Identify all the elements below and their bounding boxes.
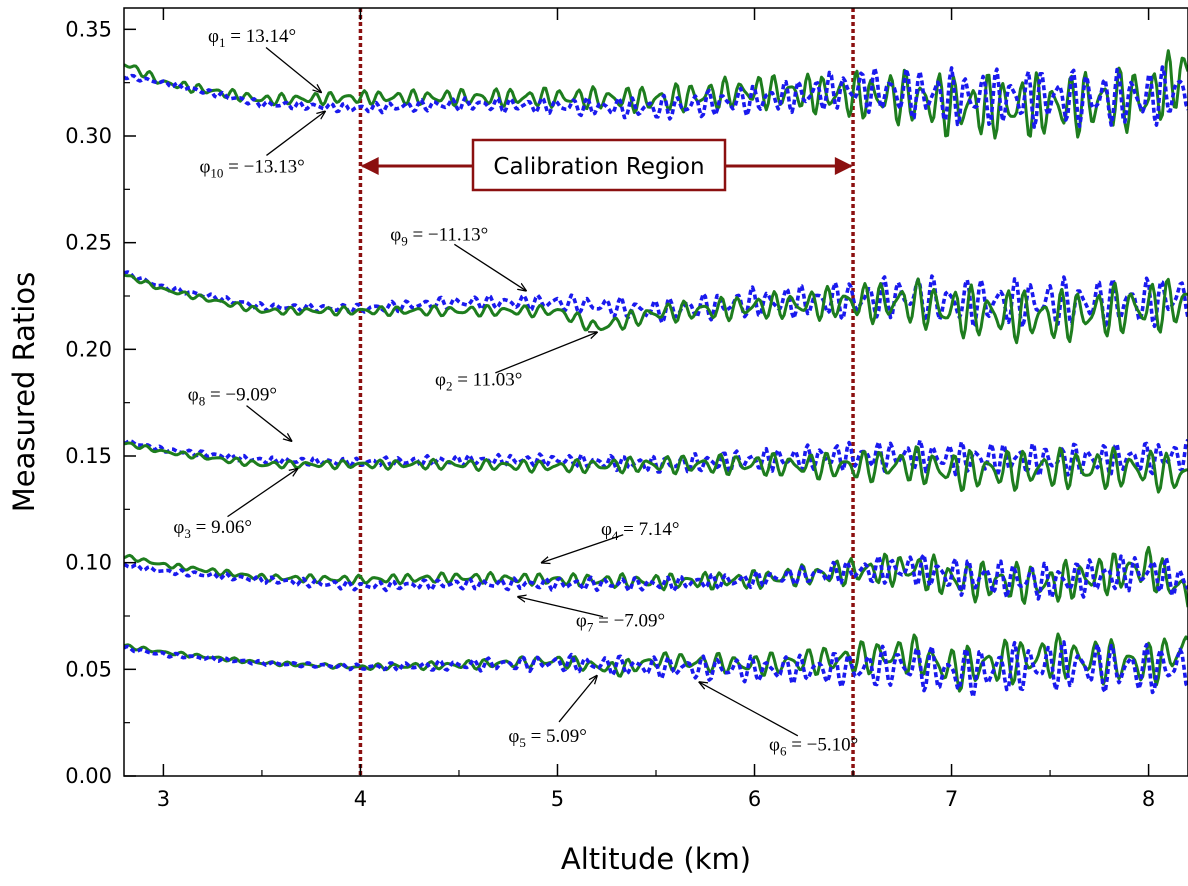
x-tick-label: 3 bbox=[157, 787, 170, 811]
annotation-label: φ2 = 11.03° bbox=[435, 370, 522, 394]
series-line-8 bbox=[124, 552, 1188, 601]
annotation-phi-4: φ4 = 7.14° bbox=[542, 519, 680, 563]
annotation-phi-1: φ1 = 13.14° bbox=[208, 26, 321, 92]
calibration-region-label: Calibration Region bbox=[471, 138, 727, 192]
annotation-arrow bbox=[542, 534, 624, 563]
series-line-2 bbox=[124, 65, 1188, 129]
annotation-phi-8: φ8 = −9.09° bbox=[188, 385, 292, 442]
annotation-arrow bbox=[495, 332, 597, 374]
annotations: φ1 = 13.14° φ10 = −13.13° φ9 = −11.13° φ2 =… bbox=[173, 26, 858, 758]
annotation-label: φ3 = 9.06° bbox=[173, 517, 252, 541]
annotation-phi-10: φ10 = −13.13° bbox=[199, 111, 325, 180]
annotation-phi-6: φ6 = −5.10° bbox=[699, 682, 858, 758]
annotation-arrow bbox=[227, 469, 298, 518]
annotation-arrow bbox=[699, 682, 799, 737]
annotation-label: φ5 = 5.09° bbox=[508, 726, 587, 750]
calibration-label-box bbox=[471, 138, 727, 192]
series-line-9 bbox=[124, 632, 1188, 693]
y-tick-label: 0.10 bbox=[65, 551, 112, 575]
annotation-arrow bbox=[265, 46, 321, 92]
series-layer bbox=[124, 49, 1188, 699]
axis-ticks: 3 4 5 6 7 8 0.00 0.05 0.10 0.15 0.20 0.25 0.30 0.35 bbox=[65, 8, 1155, 811]
x-tick-label: 8 bbox=[1142, 787, 1155, 811]
annotation-label: φ4 = 7.14° bbox=[601, 519, 680, 543]
annotation-arrow bbox=[518, 597, 604, 618]
annotation-label: φ6 = −5.10° bbox=[769, 734, 858, 758]
series-line-1 bbox=[124, 49, 1188, 140]
series-line-6 bbox=[124, 441, 1188, 494]
annotation-arrow bbox=[454, 243, 526, 290]
calibration-label-text: Calibration Region bbox=[493, 154, 704, 180]
annotation-arrow bbox=[558, 676, 597, 723]
annotation-phi-5: φ5 = 5.09° bbox=[508, 676, 597, 750]
series-line-4 bbox=[124, 273, 1188, 345]
y-tick-label: 0.25 bbox=[65, 231, 112, 255]
series-line-10 bbox=[124, 640, 1188, 699]
annotation-label: φ9 = −11.13° bbox=[390, 225, 488, 249]
annotation-phi-7: φ7 = −7.09° bbox=[518, 597, 665, 635]
y-tick-label: 0.20 bbox=[65, 337, 112, 361]
annotation-label: φ1 = 13.14° bbox=[208, 26, 296, 50]
y-tick-label: 0.00 bbox=[65, 764, 112, 788]
annotation-arrow bbox=[246, 405, 292, 441]
x-tick-label: 7 bbox=[945, 787, 958, 811]
annotation-label: φ8 = −9.09° bbox=[188, 385, 277, 409]
x-tick-label: 6 bbox=[748, 787, 761, 811]
annotation-label: φ10 = −13.13° bbox=[199, 156, 304, 180]
calibration-region-bounds bbox=[358, 8, 855, 776]
y-tick-label: 0.15 bbox=[65, 444, 112, 468]
x-tick-label: 4 bbox=[354, 787, 367, 811]
series-line-7 bbox=[124, 545, 1188, 608]
y-tick-label: 0.05 bbox=[65, 657, 112, 681]
annotation-phi-3: φ3 = 9.06° bbox=[173, 469, 297, 541]
annotation-phi-2: φ2 = 11.03° bbox=[435, 332, 597, 394]
y-tick-label: 0.35 bbox=[65, 17, 112, 41]
y-tick-label: 0.30 bbox=[65, 124, 112, 148]
x-axis-title: Altitude (km) bbox=[561, 842, 751, 876]
x-tick-label: 5 bbox=[551, 787, 564, 811]
series-line-5 bbox=[124, 438, 1188, 478]
annotation-label: φ7 = −7.09° bbox=[576, 611, 665, 635]
annotation-arrow bbox=[266, 111, 325, 156]
y-axis-title: Measured Ratios bbox=[7, 272, 41, 512]
annotation-phi-9: φ9 = −11.13° bbox=[390, 225, 526, 291]
